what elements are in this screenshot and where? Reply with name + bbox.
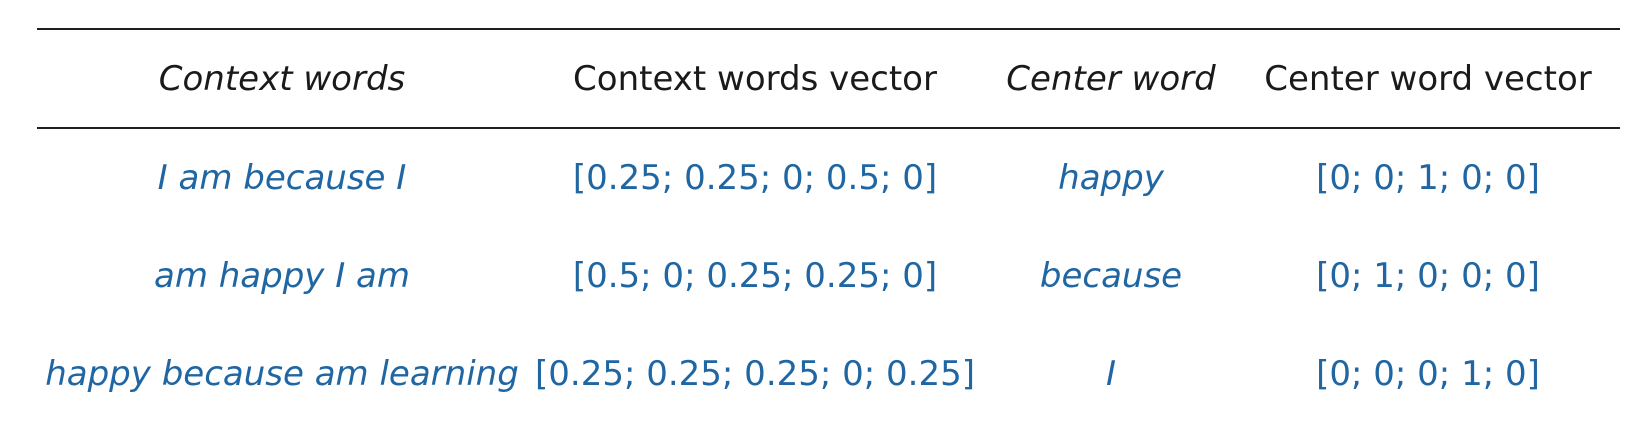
row-3-center-word-vector: [0; 0; 0; 1; 0]: [1316, 354, 1540, 394]
header-context-words: Context words: [158, 59, 406, 99]
row-1-center-word: happy: [1058, 158, 1164, 198]
row-2-context-words-vector: [0.5; 0; 0.25; 0.25; 0]: [572, 256, 938, 296]
row-3-context-words: happy because am learning: [45, 354, 519, 394]
row-2-context-words: am happy I am: [153, 256, 411, 296]
header-divider-rule: [37, 127, 1620, 129]
header-center-word-vector: Center word vector: [1264, 59, 1592, 99]
row-3-context-words-vector: [0.25; 0.25; 0.25; 0; 0.25]: [534, 354, 976, 394]
row-1-context-words-vector: [0.25; 0.25; 0; 0.5; 0]: [572, 158, 938, 198]
table-top-rule: [37, 28, 1620, 30]
header-center-word: Center word: [1006, 59, 1216, 99]
row-1-center-word-vector: [0; 0; 1; 0; 0]: [1316, 158, 1540, 198]
row-2-center-word-vector: [0; 1; 0; 0; 0]: [1316, 256, 1540, 296]
row-3-center-word: I: [1105, 354, 1117, 394]
header-context-words-vector: Context words vector: [573, 59, 937, 99]
row-1-context-words: I am because I: [157, 158, 407, 198]
row-2-center-word: because: [1039, 256, 1183, 296]
